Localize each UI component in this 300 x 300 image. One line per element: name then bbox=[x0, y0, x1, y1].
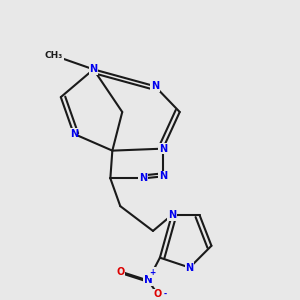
Text: N: N bbox=[139, 173, 147, 183]
Text: N: N bbox=[89, 64, 98, 74]
Text: CH₃: CH₃ bbox=[45, 51, 63, 60]
Text: N: N bbox=[151, 81, 159, 91]
Text: -: - bbox=[163, 290, 167, 299]
Text: N: N bbox=[70, 129, 78, 139]
Text: N: N bbox=[168, 210, 176, 220]
Text: +: + bbox=[149, 268, 155, 277]
Text: O: O bbox=[116, 266, 124, 277]
Text: N: N bbox=[159, 144, 167, 154]
Text: N: N bbox=[159, 171, 167, 182]
Text: N: N bbox=[144, 275, 152, 286]
Text: O: O bbox=[154, 289, 162, 299]
Text: N: N bbox=[186, 262, 194, 273]
